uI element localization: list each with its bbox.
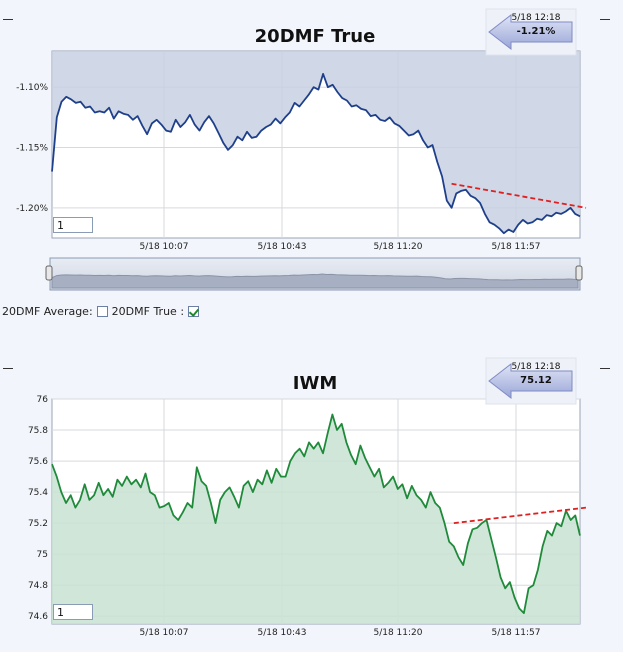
chart2-area [52, 414, 580, 624]
chart1-zoom-input[interactable]: 1 [53, 217, 93, 233]
chart1-x-tick-label: 5/18 10:43 [257, 242, 306, 252]
chart2-y-tick-label: 74.8 [28, 581, 48, 591]
chart2-x-tick-label: 5/18 10:43 [257, 628, 306, 638]
chart2-plot-area [51, 398, 581, 625]
chart2-y-tick-label: 74.6 [28, 612, 48, 622]
chart2-x-tick-label: 5/18 11:57 [491, 628, 540, 638]
chart2-x-tick-label: 5/18 10:07 [139, 628, 188, 638]
legend: 20DMF Average: 20DMF True : [2, 305, 203, 318]
legend-true-checkbox[interactable] [188, 306, 200, 317]
legend-average-label: 20DMF Average: [2, 305, 93, 318]
chart2-callout-date: 5/18 12:18 [511, 362, 560, 372]
legend-average-checkbox[interactable] [96, 306, 108, 317]
chart2-y-tick-label: 75 [37, 550, 48, 560]
chart1-callout-value: -1.21% [517, 26, 556, 37]
chart1-area [52, 51, 580, 234]
chart2-zoom-input[interactable]: 1 [53, 604, 93, 620]
chart1-y-tick-label: -1.10% [16, 83, 48, 93]
chart1-value-callout: 5/18 12:18 -1.21% [485, 8, 577, 56]
chart1-trendline [451, 182, 587, 209]
chart1-y-tick-label: -1.15% [16, 144, 48, 154]
chart1-x-tick-label: 5/18 11:20 [373, 242, 422, 252]
chart1-svg: -1.10% -1.15% -1.20% 5/18 10:07 5/18 10:43 5/… [16, 8, 587, 291]
chart1-callout-date: 5/18 12:18 [511, 13, 560, 23]
chart2-title: IWM [292, 373, 338, 394]
chart1-collapse-right-icon[interactable] [600, 19, 610, 20]
chart1-x-tick-label: 5/18 10:07 [139, 242, 188, 252]
chart2-callout-value: 75.12 [520, 375, 552, 386]
chart1-y-tick-label: -1.20% [16, 204, 48, 214]
chart2-y-tick-label: 76 [37, 395, 49, 405]
chart2-y-tick-label: 75.6 [28, 457, 48, 467]
chart2-x-tick-label: 5/18 11:20 [373, 628, 422, 638]
chart2-y-tick-label: 75.4 [28, 488, 48, 498]
chart1-collapse-left-icon[interactable] [3, 19, 13, 20]
chart2-y-tick-label: 75.8 [28, 426, 48, 436]
chart2-value-callout: 5/18 12:18 75.12 [485, 357, 577, 405]
chart1-series-line [51, 73, 581, 235]
chart2-collapse-left-icon[interactable] [3, 368, 13, 369]
chart2-series-line [51, 413, 581, 614]
chart1-x-tick-label: 5/18 11:57 [491, 242, 540, 252]
chart1-navigator-handle-right[interactable] [575, 265, 583, 281]
chart2-collapse-right-icon[interactable] [600, 368, 610, 369]
chart1-navigator-handle-left[interactable] [45, 265, 53, 281]
chart1-navigator-series [51, 273, 579, 289]
chart1-title: 20DMF True [254, 26, 376, 47]
legend-true-label: 20DMF True : [111, 305, 185, 318]
chart2-y-tick-label: 75.2 [28, 519, 48, 529]
chart2-trendline [453, 506, 587, 525]
